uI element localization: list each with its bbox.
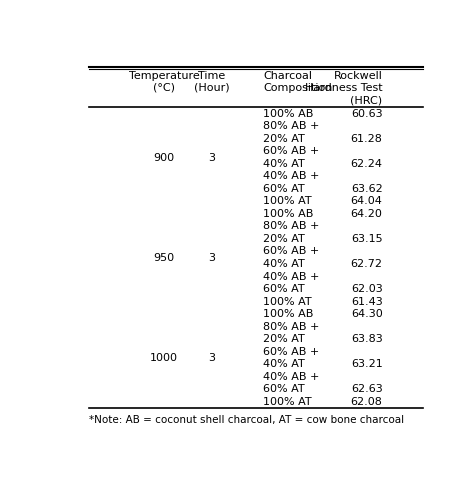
Text: 63.62: 63.62 [351,184,383,194]
Text: Temperature: Temperature [128,71,200,81]
Text: 100% AT: 100% AT [263,297,312,307]
Text: 40% AT: 40% AT [263,159,305,169]
Text: 60% AT: 60% AT [263,384,305,394]
Text: 80% AB +: 80% AB + [263,322,319,332]
Text: 100% AT: 100% AT [263,196,312,206]
Text: 80% AB +: 80% AB + [263,121,319,131]
Text: (°C): (°C) [153,83,175,93]
Text: 40% AB +: 40% AB + [263,171,319,181]
Text: 60% AB +: 60% AB + [263,146,319,156]
Text: 3: 3 [208,153,215,163]
Text: 950: 950 [154,253,174,263]
Text: 61.28: 61.28 [351,134,383,144]
Text: 60% AB +: 60% AB + [263,347,319,357]
Text: 20% AT: 20% AT [263,134,305,144]
Text: 900: 900 [154,153,174,163]
Text: Charcoal: Charcoal [263,71,312,81]
Text: 63.21: 63.21 [351,359,383,369]
Text: 63.15: 63.15 [351,234,383,244]
Text: 3: 3 [208,253,215,263]
Text: 63.83: 63.83 [351,334,383,344]
Text: 64.30: 64.30 [351,309,383,319]
Text: Rockwell: Rockwell [334,71,383,81]
Text: 100% AB: 100% AB [263,109,313,119]
Text: 61.43: 61.43 [351,297,383,307]
Text: 60% AT: 60% AT [263,184,305,194]
Text: 60% AT: 60% AT [263,284,305,294]
Text: 20% AT: 20% AT [263,334,305,344]
Text: 62.72: 62.72 [350,259,383,269]
Text: *Note: AB = coconut shell charcoal, AT = cow bone charcoal: *Note: AB = coconut shell charcoal, AT =… [89,415,404,425]
Text: 100% AT: 100% AT [263,397,312,407]
Text: (Hour): (Hour) [194,83,229,93]
Text: 80% AB +: 80% AB + [263,221,319,231]
Text: 62.08: 62.08 [351,397,383,407]
Text: Composition: Composition [263,83,332,93]
Text: 40% AB +: 40% AB + [263,372,319,382]
Text: 40% AB +: 40% AB + [263,272,319,281]
Text: (HRC): (HRC) [350,95,383,105]
Text: 60% AB +: 60% AB + [263,246,319,256]
Text: 40% AT: 40% AT [263,259,305,269]
Text: Time: Time [198,71,225,81]
Text: 60.63: 60.63 [351,109,383,119]
Text: 100% AB: 100% AB [263,309,313,319]
Text: 62.63: 62.63 [351,384,383,394]
Text: 20% AT: 20% AT [263,234,305,244]
Text: 40% AT: 40% AT [263,359,305,369]
Text: 100% AB: 100% AB [263,209,313,219]
Text: 64.20: 64.20 [351,209,383,219]
Text: Hardness Test: Hardness Test [305,83,383,93]
Text: 3: 3 [208,353,215,363]
Text: 64.04: 64.04 [351,196,383,206]
Text: 1000: 1000 [150,353,178,363]
Text: 62.24: 62.24 [350,159,383,169]
Text: 62.03: 62.03 [351,284,383,294]
